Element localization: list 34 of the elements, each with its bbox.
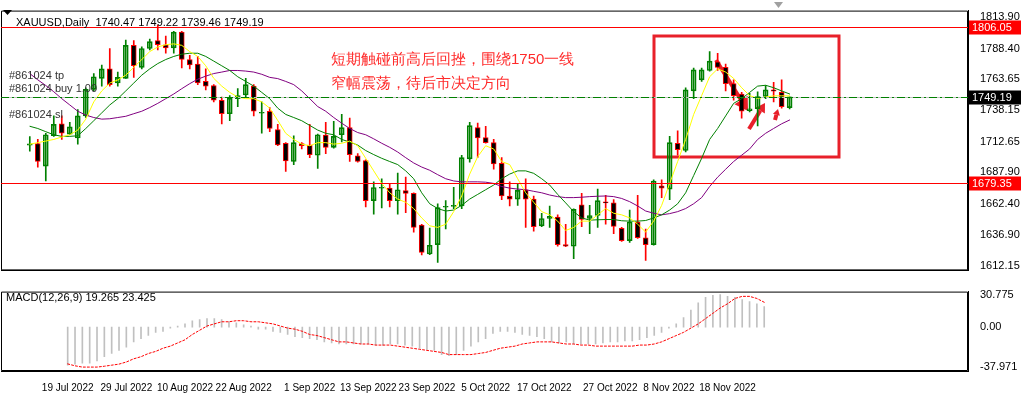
- x-tick-label: 10 Aug 2022: [156, 381, 214, 393]
- y-tick-label: 1687.90: [980, 165, 1020, 178]
- x-tick-label: 8 Nov 2022: [643, 381, 695, 393]
- x-tick-label: 19 Jul 2022: [41, 381, 94, 393]
- annotation: 窄幅震荡，待后市决定方向: [331, 74, 511, 92]
- y-tick-label: 1788.40: [980, 41, 1020, 54]
- y-tick-label: 0.00: [980, 320, 1002, 333]
- x-tick-label: 17 Oct 2022: [517, 381, 572, 393]
- annotation: #861024 tp: [9, 69, 65, 82]
- x-tick-label: 18 Nov 2022: [699, 381, 757, 393]
- candlestick: [562, 223, 569, 248]
- y-tick-label: 1738.15: [980, 103, 1020, 116]
- x-tick-label: 5 Oct 2022: [461, 381, 511, 393]
- x-tick-label: 1 Sep 2022: [284, 381, 336, 393]
- ref-line-label: 1679.35: [972, 176, 1012, 189]
- y-tick-label: 1763.65: [980, 72, 1020, 85]
- x-tick-label: 13 Sep 2022: [339, 381, 398, 393]
- x-tick-label: 27 Oct 2022: [583, 381, 638, 393]
- x-tick-label: 23 Sep 2022: [398, 381, 456, 393]
- y-tick-label: 30.775: [980, 287, 1014, 300]
- y-tick-label: 1813.90: [980, 10, 1020, 23]
- y-tick-label: 1662.40: [980, 196, 1020, 209]
- text: XAUUSD,Daily 1740.47 1749.22 1739.46 1749.19: [16, 15, 264, 28]
- y-tick-label: 1612.15: [980, 258, 1020, 271]
- x-tick-label: 29 Jul 2022: [100, 381, 153, 393]
- annotation: #861024 sl: [9, 108, 63, 121]
- chart-title: MACD(12,26,9) 19.265 23.425: [6, 290, 156, 303]
- y-tick-label: -37.971: [980, 360, 1018, 373]
- y-tick-label: 1712.65: [980, 134, 1020, 147]
- ref-line-label: 1749.19: [972, 90, 1012, 103]
- x-tick-label: 22 Aug 2022: [215, 381, 273, 393]
- ref-line-label: 1806.05: [972, 20, 1012, 33]
- annotation: 短期触碰前高后回挫，围绕1750一线: [331, 50, 575, 68]
- y-tick-label: 1636.90: [980, 228, 1020, 241]
